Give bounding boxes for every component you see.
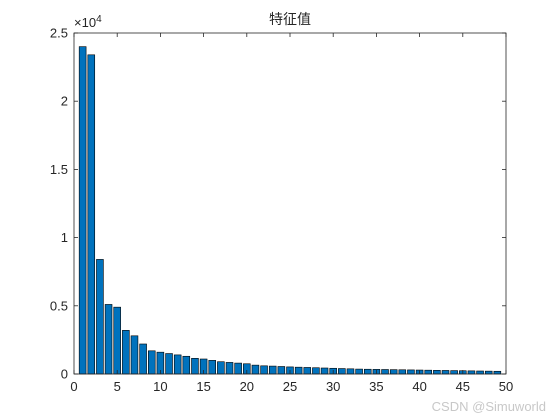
x-tick-label: 5 bbox=[114, 379, 121, 394]
bar-12 bbox=[173, 354, 182, 375]
bar-21 bbox=[251, 364, 260, 375]
bar-46 bbox=[467, 370, 476, 375]
bar-14 bbox=[191, 358, 199, 375]
y-tick-label: 0.5 bbox=[50, 298, 68, 313]
bars bbox=[78, 46, 502, 375]
x-tick-label: 25 bbox=[283, 379, 297, 394]
bar-18 bbox=[225, 362, 234, 375]
x-tick-label: 15 bbox=[196, 379, 210, 394]
bar-8 bbox=[139, 343, 147, 375]
y-tick-label: 1.5 bbox=[50, 162, 68, 177]
x-tick-label: 45 bbox=[456, 379, 470, 394]
bar-43 bbox=[441, 370, 450, 375]
bar-24 bbox=[277, 366, 286, 375]
y-exponent-base: ×10 bbox=[74, 15, 96, 30]
bar-23 bbox=[268, 365, 277, 375]
y-exponent-label: ×104 bbox=[74, 14, 102, 30]
bar-48 bbox=[484, 370, 493, 375]
bar-19 bbox=[234, 362, 242, 375]
axes-box bbox=[73, 32, 507, 375]
bar-11 bbox=[165, 353, 173, 375]
bar-38 bbox=[398, 369, 407, 375]
x-tick-label: 20 bbox=[240, 379, 254, 394]
bar-31 bbox=[338, 368, 346, 375]
bar-29 bbox=[320, 367, 329, 375]
bar-17 bbox=[217, 361, 225, 375]
bar-7 bbox=[130, 335, 139, 375]
bar-49 bbox=[493, 370, 502, 375]
bar-41 bbox=[424, 369, 432, 375]
bar-34 bbox=[363, 368, 372, 375]
bar-4 bbox=[104, 304, 113, 375]
bar-16 bbox=[208, 360, 216, 375]
x-tick-label: 10 bbox=[153, 379, 167, 394]
bar-26 bbox=[294, 366, 303, 375]
bar-13 bbox=[182, 355, 191, 375]
bar-37 bbox=[389, 369, 398, 375]
y-tick-label: 0 bbox=[61, 367, 68, 382]
watermark: CSDN @Simuworld bbox=[431, 399, 546, 414]
bar-32 bbox=[346, 368, 355, 375]
x-tick-label: 0 bbox=[70, 379, 77, 394]
bar-28 bbox=[312, 367, 320, 375]
x-tick-label: 35 bbox=[369, 379, 383, 394]
x-axis-ticks: 0 5 10 15 20 25 30 35 40 45 50 bbox=[70, 33, 513, 394]
bar-6 bbox=[122, 330, 130, 375]
y-tick-label: 2 bbox=[61, 94, 68, 109]
x-tick-label: 50 bbox=[499, 379, 513, 394]
bar-33 bbox=[355, 368, 363, 375]
bar-42 bbox=[433, 370, 441, 375]
x-tick-label: 40 bbox=[412, 379, 426, 394]
axes-background bbox=[74, 33, 506, 374]
bar-36 bbox=[381, 369, 389, 375]
bar-27 bbox=[303, 367, 312, 375]
bar-9 bbox=[148, 350, 156, 375]
x-tick-label: 30 bbox=[326, 379, 340, 394]
y-exponent-power: 4 bbox=[96, 14, 102, 25]
bar-22 bbox=[260, 365, 268, 375]
y-tick-label: 2.5 bbox=[50, 26, 68, 41]
chart-title: 特征值 bbox=[269, 12, 311, 28]
bar-47 bbox=[476, 370, 484, 375]
bar-5 bbox=[113, 306, 121, 375]
bar-1 bbox=[78, 46, 87, 375]
bar-2 bbox=[87, 54, 96, 375]
bar-39 bbox=[407, 369, 415, 375]
y-tick-label: 1 bbox=[61, 230, 68, 245]
bar-3 bbox=[96, 259, 104, 375]
bar-44 bbox=[450, 370, 458, 375]
